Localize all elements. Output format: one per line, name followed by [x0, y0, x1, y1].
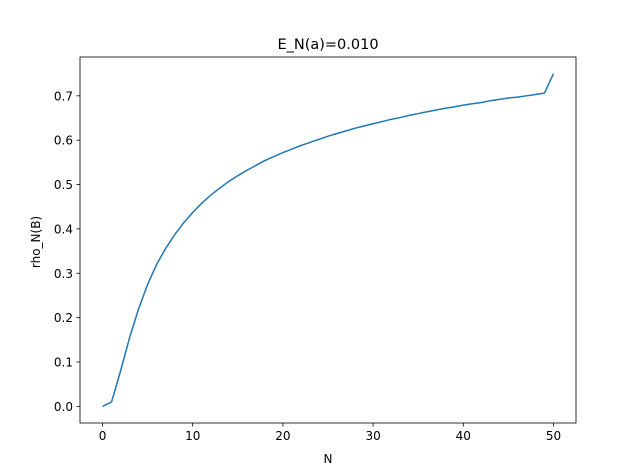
plot-area: [79, 56, 577, 424]
y-tick-label: 0.0: [54, 400, 73, 414]
x-tick-label: 20: [275, 429, 290, 443]
y-axis-label: rho_N(B): [29, 216, 43, 268]
x-tick-label: 40: [456, 429, 471, 443]
y-tick-label: 0.6: [54, 134, 73, 148]
plot-frame: [79, 56, 577, 424]
series-line-0: [102, 73, 555, 408]
x-tick-label: 30: [365, 429, 380, 443]
y-tick-label: 0.5: [54, 178, 73, 192]
x-tick-label: 50: [546, 429, 561, 443]
x-axis: 0 10 20 30 40 50: [99, 423, 561, 443]
y-tick-label: 0.7: [54, 89, 73, 103]
x-axis-label: N: [324, 452, 333, 466]
x-tick-label: 10: [185, 429, 200, 443]
y-axis: 0.0 0.1 0.2 0.3 0.4 0.5 0.6 0.7: [54, 89, 80, 414]
x-tick-label: 0: [99, 429, 107, 443]
y-tick-label: 0.4: [54, 222, 73, 236]
y-tick-label: 0.3: [54, 267, 73, 281]
y-tick-label: 0.1: [54, 356, 73, 370]
chart-title: E_N(a)=0.010: [277, 37, 378, 53]
y-tick-label: 0.2: [54, 311, 73, 325]
